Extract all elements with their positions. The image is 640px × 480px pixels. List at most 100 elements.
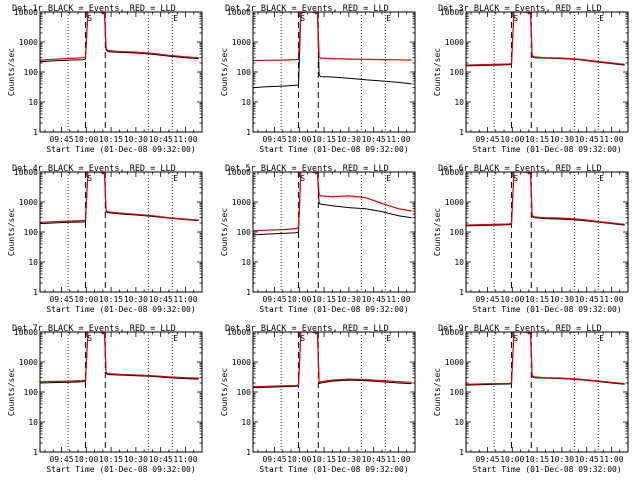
y-tick-label: 10000 <box>14 8 38 17</box>
y-tick-label: 10000 <box>227 8 251 17</box>
marker-e: E <box>599 174 604 183</box>
x-tick-label: 09:45 <box>262 455 286 464</box>
y-tick-label: 100 <box>237 388 252 397</box>
panel-det-9: 1 10 100 1000 10000 09:45 10:00 10:15 10:30 10:45… <box>433 324 629 474</box>
y-tick-label: 100 <box>24 68 39 77</box>
panel-det-4: 1 10 100 1000 10000 09:45 10:00 10:15 10:30 10:45… <box>7 164 203 314</box>
x-axis-label: Start Time (01-Dec-08 09:32:00) <box>259 145 408 154</box>
y-tick-label: 1000 <box>445 38 464 47</box>
x-tick-label: 09:45 <box>49 135 73 144</box>
y-axis-label: Counts/sec <box>220 368 229 416</box>
x-tick-label: 11:00 <box>599 135 623 144</box>
x-tick-label: 10:45 <box>362 135 386 144</box>
y-axis-label: Counts/sec <box>433 48 442 96</box>
x-axis-label: Start Time (01-Dec-08 09:32:00) <box>472 145 621 154</box>
x-tick-label: 10:30 <box>124 135 148 144</box>
x-tick-label: 10:00 <box>74 295 98 304</box>
y-tick-label: 1000 <box>445 358 464 367</box>
x-tick-label: 09:45 <box>475 455 499 464</box>
y-tick-label: 10 <box>28 418 38 427</box>
x-tick-label: 09:45 <box>49 455 73 464</box>
marker-s: S <box>87 14 92 23</box>
y-tick-label: 10000 <box>227 168 251 177</box>
y-axis-label: Counts/sec <box>7 208 16 256</box>
panel-title: Det 4r BLACK = Events, RED = LLD <box>12 164 176 174</box>
series-line-lld <box>466 172 625 226</box>
series-line-lld <box>466 12 625 66</box>
x-axis-label: Start Time (01-Dec-08 09:32:00) <box>259 465 408 474</box>
y-tick-label: 1000 <box>232 38 251 47</box>
marker-e: E <box>599 334 604 343</box>
x-tick-label: 10:15 <box>312 295 336 304</box>
y-tick-label: 10 <box>454 98 464 107</box>
panel-det-8: 1 10 100 1000 10000 09:45 10:00 10:15 10:30 10:45… <box>220 324 416 474</box>
marker-s: S <box>300 334 305 343</box>
y-tick-label: 1000 <box>232 358 251 367</box>
x-axis-label: Start Time (01-Dec-08 09:32:00) <box>46 145 195 154</box>
plot-frame <box>465 171 629 293</box>
x-tick-label: 11:00 <box>173 135 197 144</box>
x-tick-label: 10:30 <box>550 135 574 144</box>
marker-s: S <box>513 334 518 343</box>
x-tick-label: 10:30 <box>337 135 361 144</box>
x-tick-label: 10:15 <box>525 295 549 304</box>
plot-frame <box>39 171 203 293</box>
x-tick-label: 10:00 <box>74 455 98 464</box>
x-tick-label: 10:30 <box>337 455 361 464</box>
plot-frame <box>465 11 629 133</box>
y-tick-label: 10 <box>454 258 464 267</box>
series-line-events <box>253 12 412 89</box>
panel-det-3: 1 10 100 1000 10000 09:45 10:00 10:15 10:30 10:45… <box>433 4 629 154</box>
x-tick-label: 09:45 <box>475 295 499 304</box>
y-tick-label: 100 <box>237 68 252 77</box>
y-tick-label: 1000 <box>445 198 464 207</box>
x-tick-label: 11:00 <box>173 295 197 304</box>
marker-s: S <box>513 14 518 23</box>
y-tick-label: 1 <box>459 288 464 297</box>
marker-e: E <box>599 14 604 23</box>
x-tick-label: 10:15 <box>312 135 336 144</box>
x-axis-label: Start Time (01-Dec-08 09:32:00) <box>46 465 195 474</box>
panel-title: Det 9r BLACK = Events, RED = LLD <box>438 324 602 334</box>
x-tick-label: 09:45 <box>49 295 73 304</box>
y-axis-label: Counts/sec <box>7 48 16 96</box>
x-tick-label: 10:45 <box>149 295 173 304</box>
x-tick-label: 10:00 <box>287 295 311 304</box>
x-tick-label: 10:30 <box>337 295 361 304</box>
x-tick-label: 10:45 <box>362 295 386 304</box>
y-tick-label: 10000 <box>440 168 464 177</box>
x-tick-label: 10:15 <box>525 135 549 144</box>
y-tick-label: 10 <box>241 258 251 267</box>
x-tick-label: 11:00 <box>386 295 410 304</box>
y-axis-label: Counts/sec <box>7 368 16 416</box>
x-tick-label: 11:00 <box>599 295 623 304</box>
marker-s: S <box>87 334 92 343</box>
panel-title: Det 7r BLACK = Events, RED = LLD <box>12 324 176 334</box>
y-tick-label: 10 <box>28 258 38 267</box>
panel-title: Det 5r BLACK = Events, RED = LLD <box>225 164 389 174</box>
series-line-lld <box>466 332 625 385</box>
x-tick-label: 11:00 <box>386 455 410 464</box>
x-tick-label: 10:00 <box>74 135 98 144</box>
marker-e: E <box>386 174 391 183</box>
x-tick-label: 10:15 <box>99 295 123 304</box>
panel-det-5: 1 10 100 1000 10000 09:45 10:00 10:15 10:30 10:45… <box>220 164 416 314</box>
panel-title: Det 3r BLACK = Events, RED = LLD <box>438 4 602 14</box>
x-tick-label: 10:15 <box>99 135 123 144</box>
y-tick-label: 1 <box>246 128 251 137</box>
x-axis-label: Start Time (01-Dec-08 09:32:00) <box>472 305 621 314</box>
series-line-lld <box>40 172 199 223</box>
plot-frame <box>39 11 203 133</box>
x-tick-label: 10:00 <box>500 455 524 464</box>
marker-e: E <box>173 174 178 183</box>
y-tick-label: 10 <box>454 418 464 427</box>
series-line-lld <box>253 332 412 388</box>
x-tick-label: 10:30 <box>550 295 574 304</box>
panel-title: Det 2r BLACK = Events, RED = LLD <box>225 4 389 14</box>
x-tick-label: 10:00 <box>287 455 311 464</box>
y-tick-label: 10 <box>28 98 38 107</box>
y-tick-label: 1000 <box>19 198 38 207</box>
panel-det-2: 1 10 100 1000 10000 09:45 10:00 10:15 10:30 10:45… <box>220 4 416 154</box>
x-tick-label: 10:15 <box>99 455 123 464</box>
y-axis-label: Counts/sec <box>433 208 442 256</box>
